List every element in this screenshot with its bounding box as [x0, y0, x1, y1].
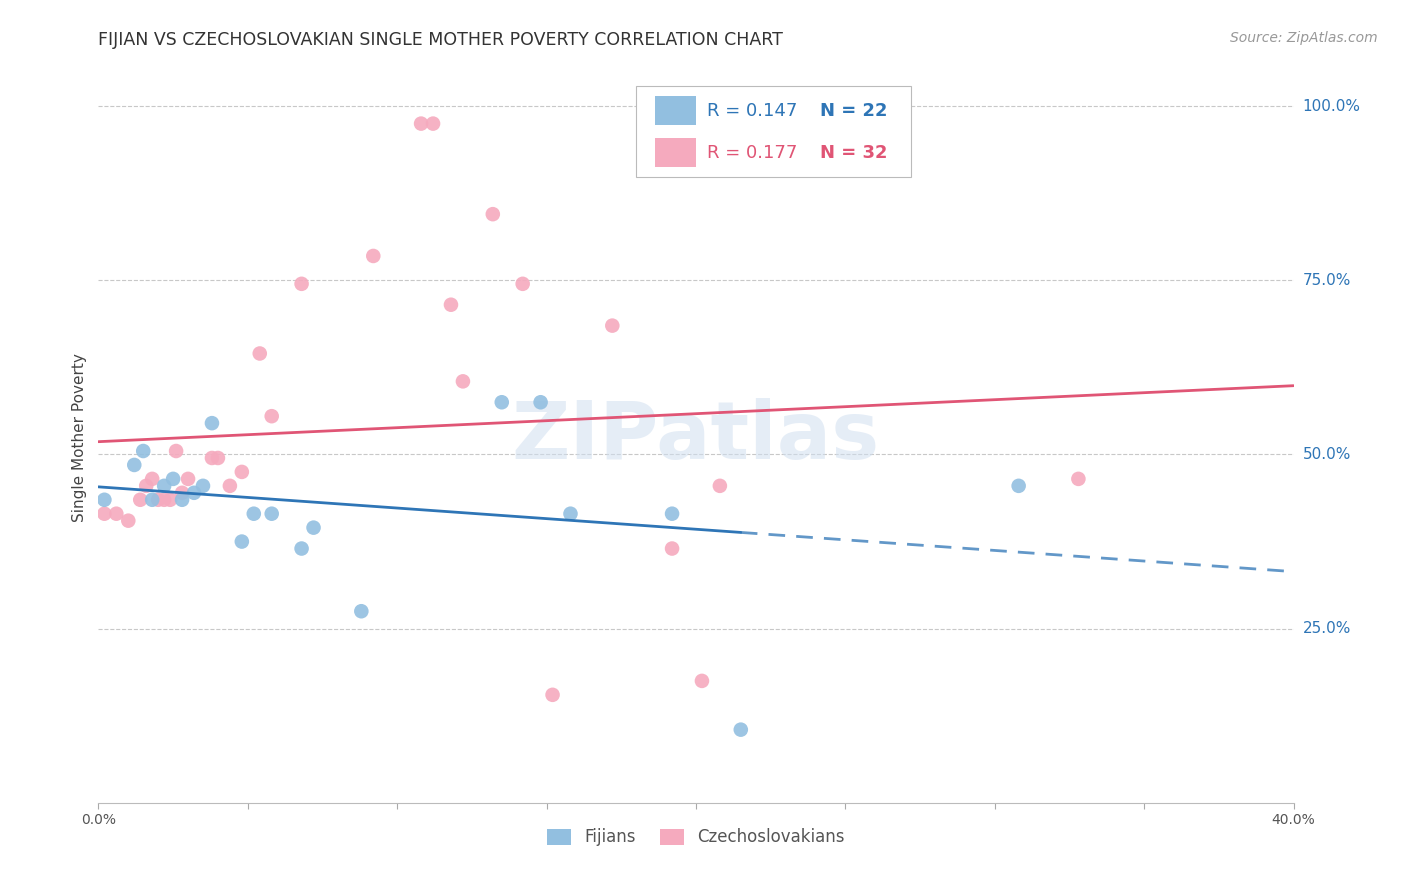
Point — [165, 444, 187, 458]
Point — [661, 507, 683, 521]
Point — [451, 375, 474, 389]
Text: FIJIAN VS CZECHOSLOVAKIAN SINGLE MOTHER POVERTY CORRELATION CHART: FIJIAN VS CZECHOSLOVAKIAN SINGLE MOTHER … — [98, 31, 783, 49]
Point — [153, 492, 176, 507]
Point — [172, 485, 194, 500]
Point — [602, 318, 624, 333]
Point — [135, 479, 157, 493]
Point — [105, 507, 128, 521]
Point — [302, 521, 325, 535]
Point — [512, 277, 534, 291]
Point — [260, 409, 283, 424]
Point — [291, 541, 314, 556]
Y-axis label: Single Mother Poverty: Single Mother Poverty — [72, 352, 87, 522]
Point — [93, 492, 115, 507]
Point — [363, 249, 385, 263]
Point — [231, 465, 253, 479]
Point — [482, 207, 505, 221]
FancyBboxPatch shape — [655, 96, 696, 125]
Point — [1008, 479, 1031, 493]
Point — [730, 723, 752, 737]
Point — [129, 492, 152, 507]
Point — [690, 673, 713, 688]
Text: Source: ZipAtlas.com: Source: ZipAtlas.com — [1230, 31, 1378, 45]
Point — [93, 507, 115, 521]
FancyBboxPatch shape — [655, 138, 696, 168]
Point — [1067, 472, 1090, 486]
Point — [117, 514, 139, 528]
Point — [560, 507, 582, 521]
Point — [709, 479, 731, 493]
FancyBboxPatch shape — [637, 86, 911, 178]
Point — [201, 450, 224, 465]
Point — [661, 541, 683, 556]
Point — [207, 450, 229, 465]
Point — [132, 444, 155, 458]
Point — [243, 507, 266, 521]
Point — [172, 492, 194, 507]
Point — [530, 395, 553, 409]
Text: ZIPatlas: ZIPatlas — [512, 398, 880, 476]
Text: 50.0%: 50.0% — [1302, 447, 1351, 462]
Point — [177, 472, 200, 486]
Point — [191, 479, 214, 493]
Text: N = 32: N = 32 — [820, 144, 887, 161]
Text: N = 22: N = 22 — [820, 102, 887, 120]
Point — [141, 472, 163, 486]
Point — [291, 277, 314, 291]
Point — [260, 507, 283, 521]
Point — [148, 492, 170, 507]
Point — [541, 688, 564, 702]
Point — [249, 346, 271, 360]
Point — [350, 604, 373, 618]
Text: R = 0.177: R = 0.177 — [707, 144, 797, 161]
Point — [153, 479, 176, 493]
Point — [141, 492, 163, 507]
Point — [201, 416, 224, 430]
Point — [231, 534, 253, 549]
Legend: Fijians, Czechoslovakians: Fijians, Czechoslovakians — [541, 822, 851, 853]
Point — [219, 479, 242, 493]
Text: 25.0%: 25.0% — [1302, 621, 1351, 636]
Point — [183, 485, 205, 500]
Point — [422, 117, 444, 131]
Point — [162, 472, 184, 486]
Point — [411, 117, 433, 131]
Text: 75.0%: 75.0% — [1302, 273, 1351, 288]
Text: R = 0.147: R = 0.147 — [707, 102, 797, 120]
Point — [440, 298, 463, 312]
Point — [124, 458, 146, 472]
Point — [491, 395, 513, 409]
Text: 100.0%: 100.0% — [1302, 99, 1361, 113]
Point — [159, 492, 181, 507]
